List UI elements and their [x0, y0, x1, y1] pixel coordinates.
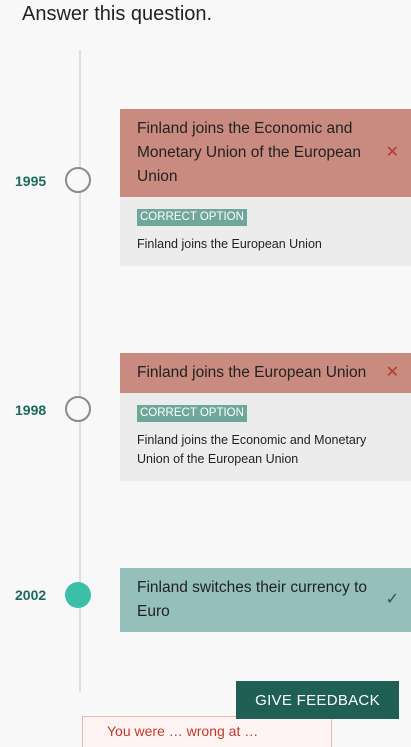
answer-text: Finland joins the Economic and Monetary …: [137, 120, 362, 185]
year-label: 1998: [15, 402, 47, 418]
answer-slot[interactable]: Finland joins the Economic and Monetary …: [120, 109, 411, 197]
incorrect-icon: ✕: [385, 364, 399, 381]
question-text: Answer this question.: [22, 3, 213, 25]
result-banner: You were … wrong at …: [82, 716, 332, 747]
result-text: You were … wrong at …: [107, 723, 259, 739]
timeline-dot-filled[interactable]: [65, 582, 91, 608]
timeline-card[interactable]: Finland joins the Economic and Monetary …: [120, 109, 411, 266]
correct-option-text: Finland joins the Economic and Monetary …: [137, 433, 367, 466]
timeline-line: [79, 50, 81, 692]
timeline-card[interactable]: Finland joins the European Union ✕ CORRE…: [120, 353, 411, 481]
timeline-dot[interactable]: [65, 167, 91, 193]
answer-text: Finland joins the European Union: [137, 364, 367, 381]
answer-slot[interactable]: Finland switches their currency to Euro …: [120, 568, 411, 632]
correct-option-tag: CORRECT OPTION: [137, 405, 247, 422]
correct-option-panel: CORRECT OPTION Finland joins the Economi…: [120, 393, 411, 481]
year-label: 1995: [15, 173, 47, 189]
timeline-dot[interactable]: [65, 396, 91, 422]
year-label: 2002: [15, 587, 47, 603]
correct-option-text: Finland joins the European Union: [137, 237, 322, 251]
correct-option-tag: CORRECT OPTION: [137, 209, 247, 226]
timeline-card[interactable]: Finland switches their currency to Euro …: [120, 568, 411, 632]
check-icon: ✓: [385, 591, 399, 608]
answer-text: Finland switches their currency to Euro: [137, 579, 368, 620]
incorrect-icon: ✕: [385, 144, 399, 161]
answer-slot[interactable]: Finland joins the European Union ✕: [120, 353, 411, 393]
correct-option-panel: CORRECT OPTION Finland joins the Europea…: [120, 197, 411, 266]
give-feedback-button[interactable]: GIVE FEEDBACK: [236, 681, 399, 719]
